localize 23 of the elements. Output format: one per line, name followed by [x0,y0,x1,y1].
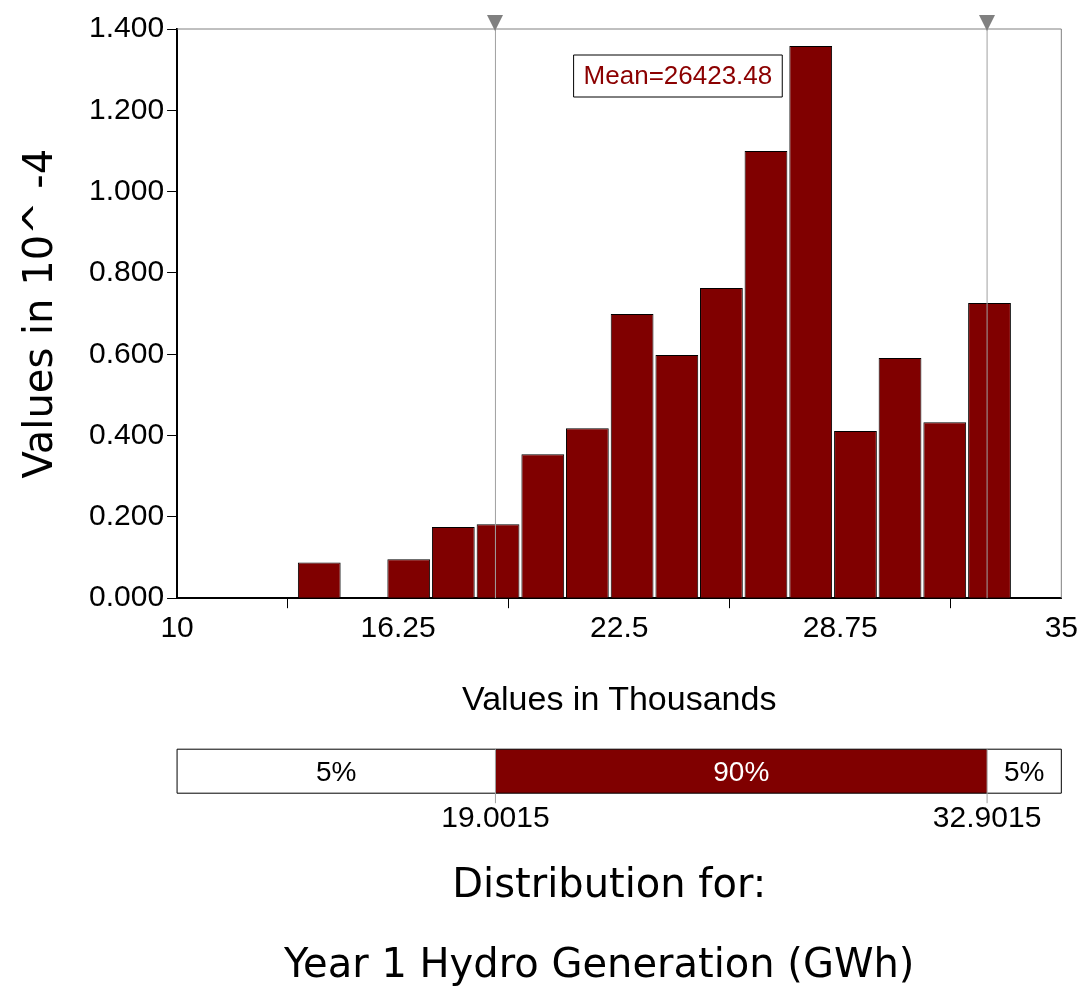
y-tick-label: 0.800 [89,254,165,288]
y-tick-label: 0.200 [89,498,165,532]
text: 32.9015 [932,800,1042,834]
x-tick-label: 22.5 [590,610,649,644]
y-tick-label: 0.600 [89,335,165,369]
x-tick-label: 28.75 [802,610,878,644]
text: 5% [1003,755,1045,787]
x-tick-label: 16.25 [360,610,436,644]
text: 90% [713,755,770,787]
y-tick-label: 1.200 [89,91,165,125]
y-tick-label: 0.000 [89,579,165,613]
y-tick-label: 1.000 [89,172,165,206]
annotation: Mean=26423.48 [583,60,773,91]
text: Distribution for: [452,859,767,906]
y-tick-label: 1.400 [89,10,165,44]
text: 19.0015 [441,800,550,834]
text: Year 1 Hydro Generation (GWh) [282,939,915,986]
x-tick-label: 10 [160,610,194,644]
y-axis-title: Values in 10^ -4 [15,148,62,479]
x-tick-label: 35 [1044,610,1078,644]
y-tick-label: 0.400 [89,416,165,450]
text: 5% [316,755,357,787]
x-axis-title: Values in Thousands [461,678,777,717]
